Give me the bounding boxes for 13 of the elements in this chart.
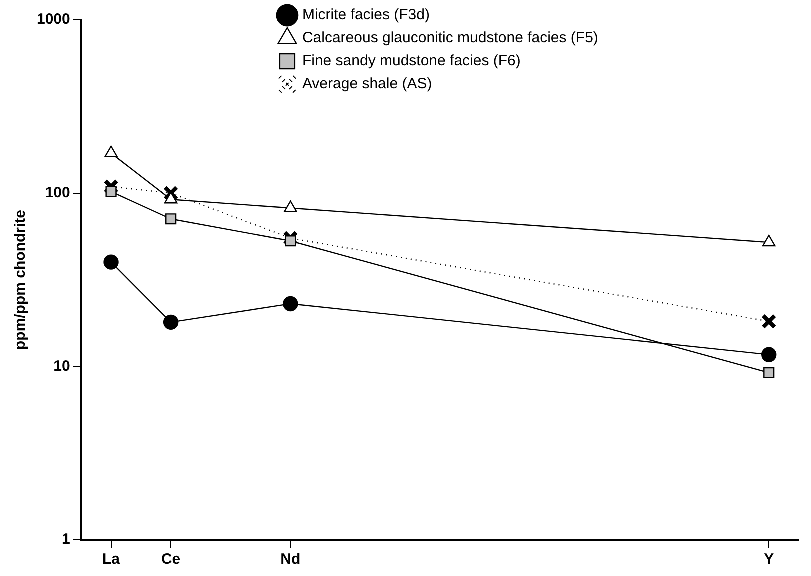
- x-tick-label: Ce: [161, 551, 181, 568]
- legend-label: Average shale (AS): [302, 76, 432, 93]
- legend-label: Micrite facies (F3d): [302, 6, 430, 24]
- y-tick-label: 1000: [36, 11, 70, 28]
- x-tick-label: La: [102, 551, 121, 568]
- y-tick-label: 100: [45, 184, 70, 202]
- x-tick-label: Nd: [280, 551, 301, 568]
- x-tick-label: Y: [764, 551, 774, 568]
- y-axis-title: ppm/ppm chondrite: [12, 210, 30, 350]
- y-tick-label: 10: [54, 358, 70, 375]
- legend-label: Calcareous glauconitic mudstone facies (F5): [302, 30, 598, 47]
- y-tick-label: 1: [62, 531, 70, 548]
- legend-label: Fine sandy mudstone facies (F6): [302, 52, 521, 70]
